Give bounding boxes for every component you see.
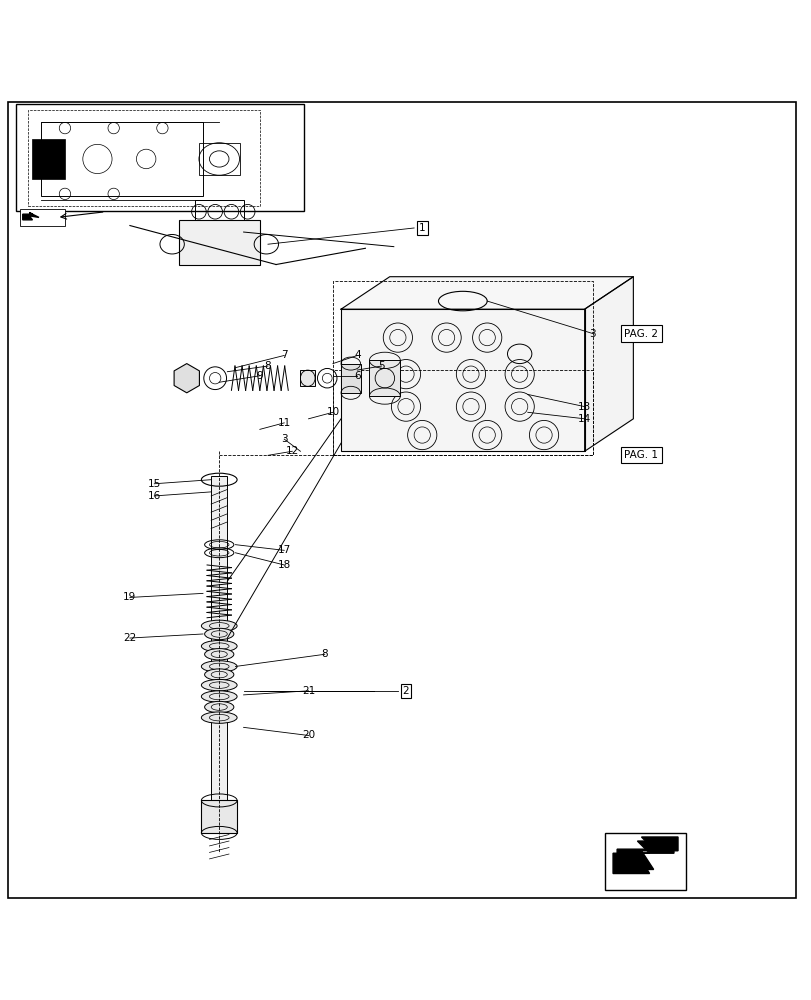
Bar <box>333 370 592 455</box>
Bar <box>32 139 65 179</box>
Text: 8: 8 <box>321 649 328 659</box>
Bar <box>178 220 260 265</box>
Ellipse shape <box>204 649 234 660</box>
Text: 5: 5 <box>378 361 384 371</box>
Bar <box>369 360 400 396</box>
Ellipse shape <box>201 620 237 632</box>
Text: 11: 11 <box>277 418 290 428</box>
Text: 2: 2 <box>402 686 409 696</box>
Text: 16: 16 <box>148 491 161 501</box>
Text: 20: 20 <box>302 730 315 740</box>
Text: 7: 7 <box>281 350 287 360</box>
Text: 12: 12 <box>285 446 298 456</box>
Text: 3: 3 <box>589 329 595 339</box>
Polygon shape <box>341 277 633 309</box>
Ellipse shape <box>201 679 237 691</box>
Text: 15: 15 <box>148 479 161 489</box>
Bar <box>20 209 65 226</box>
Ellipse shape <box>201 691 237 702</box>
Text: 13: 13 <box>577 402 590 412</box>
Text: 10: 10 <box>326 407 339 417</box>
Ellipse shape <box>204 628 234 640</box>
Text: 18: 18 <box>277 560 290 570</box>
Bar <box>341 364 361 393</box>
Polygon shape <box>174 364 200 393</box>
Bar <box>41 122 203 196</box>
Bar <box>300 370 315 386</box>
Text: 22: 22 <box>123 633 136 643</box>
Ellipse shape <box>201 661 237 672</box>
Bar <box>16 104 304 211</box>
Text: 17: 17 <box>277 545 290 555</box>
Text: 9: 9 <box>256 371 263 381</box>
Text: 8: 8 <box>264 361 271 371</box>
Bar <box>201 800 237 833</box>
Text: PAG. 1: PAG. 1 <box>624 450 658 460</box>
Text: PAG. 2: PAG. 2 <box>624 329 658 339</box>
Text: 3: 3 <box>281 434 287 444</box>
Text: 6: 6 <box>354 371 360 381</box>
Bar <box>604 833 685 890</box>
Text: 1: 1 <box>418 223 425 233</box>
Ellipse shape <box>201 640 237 652</box>
Ellipse shape <box>204 669 234 680</box>
Ellipse shape <box>201 712 237 723</box>
Polygon shape <box>584 277 633 451</box>
Text: 4: 4 <box>354 350 360 360</box>
Polygon shape <box>23 213 39 220</box>
Polygon shape <box>616 837 677 869</box>
Text: 19: 19 <box>123 592 136 602</box>
Text: 21: 21 <box>302 686 315 696</box>
Bar <box>199 143 239 175</box>
Bar <box>28 110 260 206</box>
Text: 14: 14 <box>577 414 590 424</box>
Ellipse shape <box>204 701 234 713</box>
Bar <box>211 476 227 833</box>
Polygon shape <box>612 841 673 874</box>
Bar <box>195 200 243 220</box>
Bar <box>341 309 584 451</box>
Bar <box>333 281 592 455</box>
